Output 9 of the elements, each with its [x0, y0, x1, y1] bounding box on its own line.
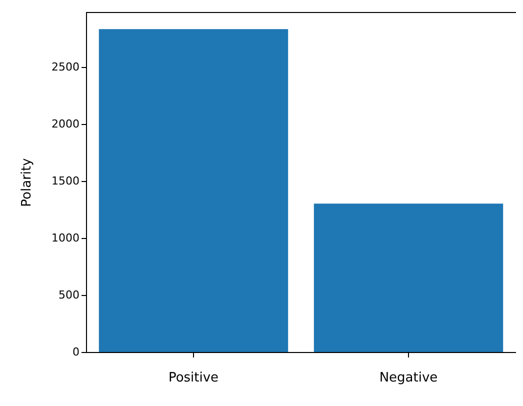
y-axis-title: Polarity — [20, 158, 35, 207]
y-tick-label: 2500 — [52, 60, 80, 74]
y-tick-label: 0 — [72, 346, 80, 358]
x-tick-label: Positive — [168, 370, 219, 386]
y-tick-label: 500 — [58, 288, 80, 302]
y-tick-label: 1000 — [52, 231, 80, 244]
y-tick-label: 1500 — [52, 174, 80, 188]
x-tick-label: Negative — [379, 370, 438, 386]
y-tick-label: 2000 — [52, 117, 80, 130]
